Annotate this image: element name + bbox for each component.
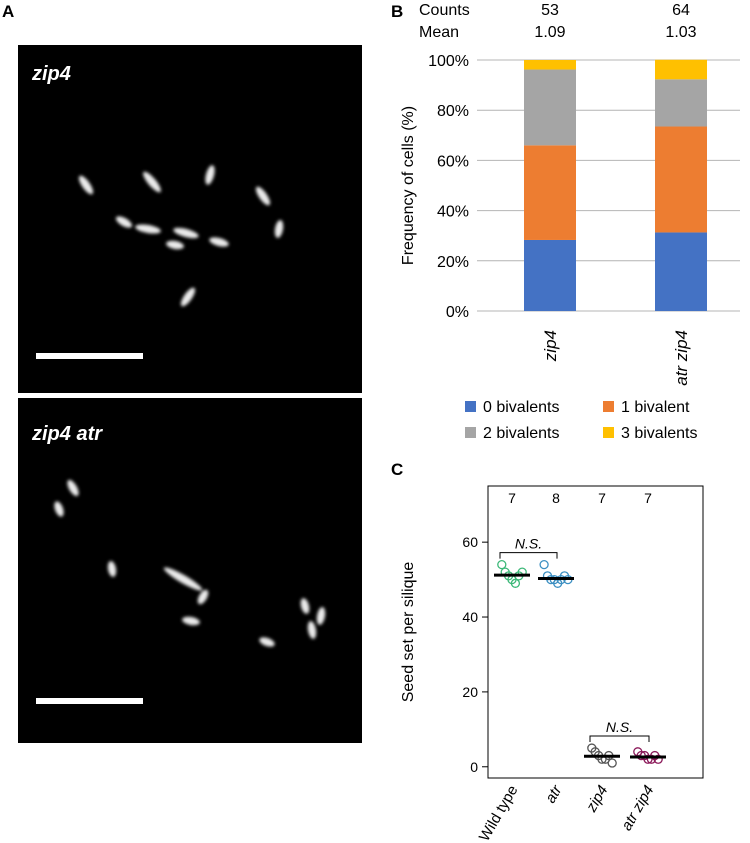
bar-segment: [524, 69, 576, 146]
x-tick-label: zip4: [582, 783, 611, 816]
legend-swatch: [465, 401, 476, 412]
chromosome-spots: [36, 165, 284, 359]
data-point: [539, 559, 549, 570]
legend-swatch: [465, 427, 476, 438]
plot-frame: [487, 485, 704, 779]
legend-label: 2 bivalents: [483, 425, 560, 442]
y-tick-label: 40: [462, 609, 478, 625]
y-axis-label: Frequency of cells (%): [400, 106, 417, 265]
scale-bar: [36, 353, 143, 359]
micrograph-label: zip4 atr: [32, 423, 103, 445]
data-point: [497, 559, 507, 570]
count-value: 64: [672, 2, 690, 19]
significance-bracket: [589, 735, 650, 743]
count-value: 53: [541, 2, 559, 19]
legend-label: 0 bivalents: [483, 399, 560, 416]
y-tick-label: 60: [462, 534, 478, 550]
mean-label: Mean: [419, 24, 459, 41]
significance-bracket: [499, 552, 558, 559]
data-point: [643, 754, 653, 764]
bar-segment: [655, 59, 707, 80]
y-tick-label: 80%: [437, 103, 469, 120]
y-tick-label: 40%: [437, 204, 469, 221]
legend-swatch: [603, 401, 614, 412]
mean-value: 1.09: [534, 24, 565, 41]
data-point: [653, 754, 663, 764]
bar-segment: [655, 232, 707, 311]
bar-segment: [655, 126, 707, 233]
x-tick-label: atr: [542, 782, 566, 807]
significance-label: N.S.: [515, 536, 542, 552]
bar-segment: [524, 145, 576, 240]
n-label: 8: [552, 490, 560, 506]
counts-label: Counts: [419, 2, 470, 19]
y-tick-label: 20: [462, 684, 478, 700]
panel-label-c: C: [391, 460, 404, 479]
y-tick-label: 0%: [446, 304, 469, 321]
micrograph-zip4-atr: zip4 atr: [18, 398, 362, 743]
y-tick-label: 20%: [437, 254, 469, 271]
bar-segment: [524, 60, 576, 70]
stacked-bar-chart: Counts Mean 53 64 1.09 1.03 0% 20% 40% 60% 80% 100…: [400, 2, 740, 442]
legend-label: 3 bivalents: [621, 425, 698, 442]
panel-label-b: B: [391, 2, 404, 21]
chromosome-spots: [36, 479, 326, 704]
y-tick-label: 100%: [428, 53, 469, 70]
bar-segment: [655, 79, 707, 127]
y-axis-label: Seed set per silique: [400, 562, 417, 703]
panel-label-a: A: [2, 2, 15, 21]
x-tick-label: atr zip4: [672, 330, 691, 386]
legend-label: 1 bivalent: [621, 399, 690, 416]
legend-swatch: [603, 427, 614, 438]
y-tick-label: 60%: [437, 153, 469, 170]
bar-segment: [524, 239, 576, 311]
micrograph-zip4: zip4: [18, 45, 362, 393]
data-point: [607, 758, 617, 768]
mean-value: 1.03: [665, 24, 696, 41]
n-label: 7: [508, 490, 516, 506]
significance-label: N.S.: [606, 719, 633, 735]
x-tick-label: atr zip4: [618, 783, 657, 834]
data-point: [510, 578, 521, 588]
n-label: 7: [598, 490, 606, 506]
n-label: 7: [644, 490, 652, 506]
y-tick-label: 0: [470, 759, 478, 775]
micrograph-label: zip4: [32, 63, 71, 85]
scale-bar: [36, 698, 143, 704]
x-tick-label: zip4: [541, 330, 560, 362]
x-tick-label: Wild type: [476, 783, 522, 843]
